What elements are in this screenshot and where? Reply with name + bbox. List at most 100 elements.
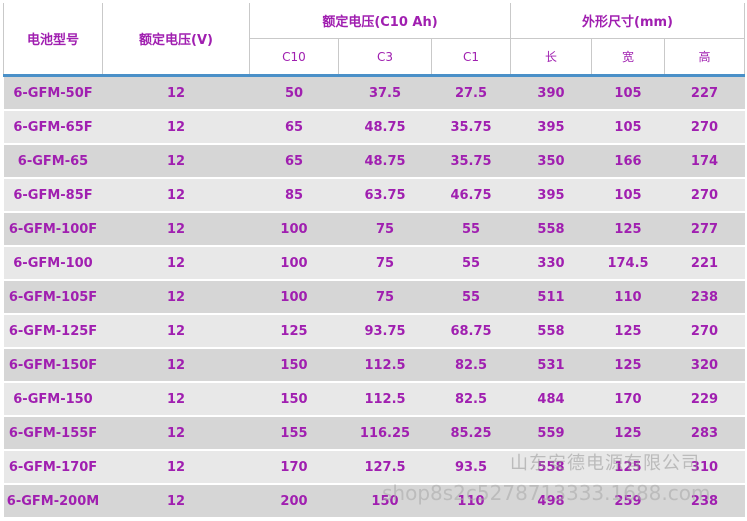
table-row: 6-GFM-65 12 65 48.75 35.75 350 166 174: [3, 144, 745, 179]
cell-c10: 100: [249, 246, 339, 281]
cell-c10: 150: [249, 348, 339, 383]
cell-length: 395: [510, 110, 592, 145]
cell-width: 105: [591, 110, 665, 145]
cell-c1: 35.75: [431, 144, 511, 179]
cell-voltage: 12: [102, 484, 250, 519]
cell-length: 558: [510, 212, 592, 247]
cell-c3: 48.75: [338, 144, 432, 179]
cell-c3: 112.5: [338, 382, 432, 417]
cell-length: 511: [510, 280, 592, 315]
cell-model: 6-GFM-170F: [3, 450, 103, 485]
cell-length: 395: [510, 178, 592, 213]
cell-height: 174: [664, 144, 745, 179]
cell-model: 6-GFM-150F: [3, 348, 103, 383]
cell-width: 105: [591, 178, 665, 213]
cell-c3: 93.75: [338, 314, 432, 349]
cell-voltage: 12: [102, 280, 250, 315]
cell-c10: 85: [249, 178, 339, 213]
table-row: 6-GFM-150 12 150 112.5 82.5 484 170 229: [3, 382, 745, 417]
cell-c10: 125: [249, 314, 339, 349]
cell-c3: 112.5: [338, 348, 432, 383]
cell-c3: 150: [338, 484, 432, 519]
cell-width: 259: [591, 484, 665, 519]
table-row: 6-GFM-100 12 100 75 55 330 174.5 221: [3, 246, 745, 281]
cell-c10: 65: [249, 110, 339, 145]
cell-model: 6-GFM-85F: [3, 178, 103, 213]
cell-width: 125: [591, 416, 665, 451]
header-c10: C10: [249, 38, 339, 77]
header-dimensions: 外形尺寸(mm): [510, 3, 745, 39]
cell-c10: 65: [249, 144, 339, 179]
cell-model: 6-GFM-125F: [3, 314, 103, 349]
table-row: 6-GFM-170F 12 170 127.5 93.5 558 125 310: [3, 450, 745, 485]
cell-height: 277: [664, 212, 745, 247]
cell-height: 238: [664, 484, 745, 519]
cell-width: 166: [591, 144, 665, 179]
header-c3: C3: [338, 38, 432, 77]
cell-voltage: 12: [102, 75, 250, 111]
table-row: 6-GFM-100F 12 100 75 55 558 125 277: [3, 212, 745, 247]
cell-c3: 48.75: [338, 110, 432, 145]
table-row: 6-GFM-65F 12 65 48.75 35.75 395 105 270: [3, 110, 745, 145]
cell-width: 125: [591, 314, 665, 349]
cell-c1: 55: [431, 246, 511, 281]
cell-voltage: 12: [102, 246, 250, 281]
header-width: 宽: [591, 38, 665, 77]
table-row: 6-GFM-125F 12 125 93.75 68.75 558 125 270: [3, 314, 745, 349]
cell-voltage: 12: [102, 450, 250, 485]
cell-c1: 27.5: [431, 75, 511, 111]
cell-c1: 85.25: [431, 416, 511, 451]
cell-model: 6-GFM-65F: [3, 110, 103, 145]
cell-voltage: 12: [102, 178, 250, 213]
cell-c3: 116.25: [338, 416, 432, 451]
cell-length: 498: [510, 484, 592, 519]
cell-c10: 155: [249, 416, 339, 451]
cell-c1: 82.5: [431, 382, 511, 417]
cell-model: 6-GFM-200M: [3, 484, 103, 519]
cell-c3: 75: [338, 212, 432, 247]
cell-c1: 93.5: [431, 450, 511, 485]
cell-length: 558: [510, 314, 592, 349]
cell-voltage: 12: [102, 382, 250, 417]
table-row: 6-GFM-50F 12 50 37.5 27.5 390 105 227: [3, 75, 745, 111]
cell-width: 125: [591, 212, 665, 247]
cell-height: 310: [664, 450, 745, 485]
cell-voltage: 12: [102, 212, 250, 247]
cell-c10: 100: [249, 212, 339, 247]
cell-c10: 200: [249, 484, 339, 519]
table-row: 6-GFM-150F 12 150 112.5 82.5 531 125 320: [3, 348, 745, 383]
cell-height: 270: [664, 110, 745, 145]
cell-c3: 127.5: [338, 450, 432, 485]
table-body: 6-GFM-50F 12 50 37.5 27.5 390 105 227 6-GFM-65F 1…: [3, 75, 745, 519]
cell-height: 283: [664, 416, 745, 451]
cell-length: 531: [510, 348, 592, 383]
cell-length: 484: [510, 382, 592, 417]
battery-spec-table: 电池型号 额定电压(V) 额定电压(C10 Ah) 外形尺寸(mm) C10 C…: [3, 3, 745, 519]
cell-model: 6-GFM-65: [3, 144, 103, 179]
cell-c1: 110: [431, 484, 511, 519]
cell-width: 110: [591, 280, 665, 315]
watermark-company: 山东安德电源有限公司: [510, 453, 700, 474]
header-c1: C1: [431, 38, 511, 77]
cell-c1: 35.75: [431, 110, 511, 145]
header-capacity: 额定电压(C10 Ah): [249, 3, 511, 39]
cell-voltage: 12: [102, 110, 250, 145]
header-height: 高: [664, 38, 745, 77]
header-length: 长: [510, 38, 592, 77]
cell-length: 559: [510, 416, 592, 451]
cell-height: 320: [664, 348, 745, 383]
cell-model: 6-GFM-155F: [3, 416, 103, 451]
table-row: 6-GFM-105F 12 100 75 55 511 110 238: [3, 280, 745, 315]
cell-c3: 37.5: [338, 75, 432, 111]
cell-c1: 55: [431, 280, 511, 315]
cell-height: 270: [664, 178, 745, 213]
cell-model: 6-GFM-50F: [3, 75, 103, 111]
cell-model: 6-GFM-100: [3, 246, 103, 281]
cell-height: 229: [664, 382, 745, 417]
cell-width: 105: [591, 75, 665, 111]
cell-c3: 75: [338, 280, 432, 315]
cell-c3: 75: [338, 246, 432, 281]
cell-length: 390: [510, 75, 592, 111]
cell-length: 558: [510, 450, 592, 485]
cell-c10: 50: [249, 75, 339, 111]
